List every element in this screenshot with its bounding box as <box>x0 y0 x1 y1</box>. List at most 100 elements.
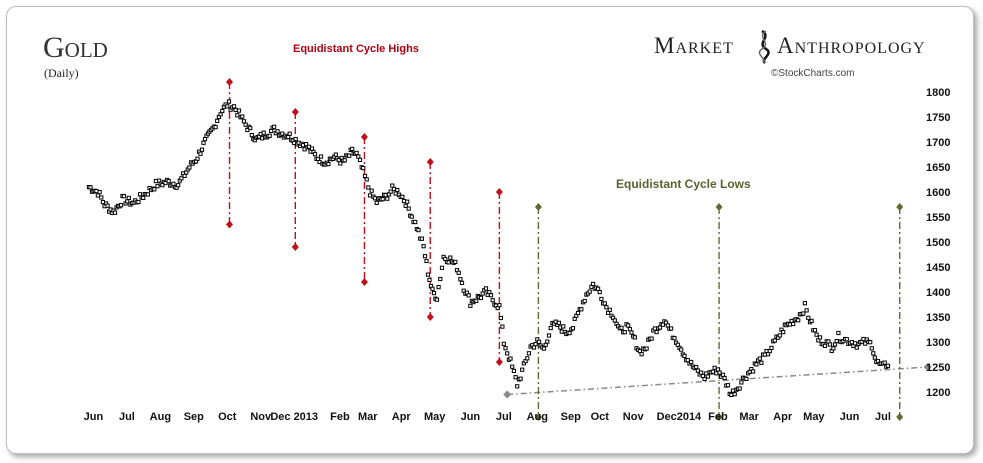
price-point <box>409 214 414 219</box>
x-tick-label: 2014 <box>677 411 702 423</box>
price-point <box>312 152 318 157</box>
price-point <box>817 335 823 340</box>
price-point <box>781 330 786 335</box>
price-point <box>498 315 503 321</box>
cycle-high-marker <box>426 313 434 321</box>
price-point <box>458 277 463 282</box>
price-point <box>525 356 530 361</box>
price-point <box>626 323 631 328</box>
price-point <box>195 156 200 161</box>
price-point <box>739 380 744 385</box>
x-tick-label: Aug <box>527 411 548 423</box>
price-point <box>556 320 561 325</box>
price-point <box>357 157 363 163</box>
price-point <box>198 151 203 156</box>
y-tick-label: 1500 <box>926 237 950 249</box>
price-point <box>362 173 368 179</box>
price-point <box>187 165 192 170</box>
chart-subtitle: (Daily) <box>44 66 79 80</box>
price-point <box>602 301 607 306</box>
price-point <box>501 341 506 346</box>
price-point <box>607 307 612 312</box>
price-point <box>682 353 687 358</box>
price-point <box>405 199 410 204</box>
price-point <box>155 184 160 189</box>
price-point <box>182 173 187 179</box>
price-point <box>105 203 110 208</box>
x-axis: Jun Jul Aug Sep Oct Nov Dec 2013 Feb Mar Apr May Ju… <box>84 411 891 423</box>
price-point <box>639 352 644 357</box>
price-point <box>488 293 494 298</box>
price-point <box>152 187 157 192</box>
x-tick-label: Dec <box>657 411 677 423</box>
price-point <box>548 325 553 331</box>
price-point <box>827 342 833 347</box>
price-point <box>431 291 437 296</box>
price-point <box>393 191 398 196</box>
price-point <box>882 360 887 365</box>
cycle-high-marker <box>360 133 368 141</box>
price-point <box>754 362 759 367</box>
price-point <box>171 181 176 186</box>
brand-logo: Market Anthropology ©StockCharts.com <box>654 29 925 79</box>
chart-frame: Gold (Daily) Market Anthropology ©StockC… <box>6 6 974 454</box>
price-point <box>652 326 657 331</box>
price-point <box>596 286 601 291</box>
price-point <box>714 371 719 376</box>
chart-title: Gold <box>43 31 108 64</box>
price-point <box>744 376 749 381</box>
trendline-endpoint <box>923 363 932 371</box>
price-point <box>261 130 266 135</box>
cycle-low-marker <box>534 413 542 421</box>
x-tick-label: Nov <box>250 411 272 423</box>
price-point <box>112 210 118 215</box>
price-point <box>622 330 627 335</box>
price-point <box>141 195 146 201</box>
price-point <box>869 346 874 351</box>
price-point <box>240 114 245 119</box>
price-point <box>318 154 324 159</box>
price-point <box>400 194 405 199</box>
price-point <box>406 206 411 211</box>
price-point <box>342 158 347 163</box>
cycle-low-marker <box>534 203 542 211</box>
price-point <box>831 346 836 351</box>
y-tick-label: 1800 <box>926 87 950 99</box>
price-point <box>390 183 395 188</box>
price-point <box>730 388 736 393</box>
price-point <box>220 108 225 114</box>
cycle-lines-layer <box>226 78 904 421</box>
price-point <box>644 346 649 351</box>
y-tick-label: 1450 <box>926 262 950 274</box>
price-point <box>649 336 654 341</box>
price-point <box>885 363 891 368</box>
price-point <box>689 359 694 365</box>
price-point <box>619 325 624 330</box>
price-point <box>236 108 242 113</box>
price-point <box>751 369 756 374</box>
price-point <box>213 125 218 130</box>
price-point <box>612 318 617 323</box>
cycle-high-marker <box>291 243 299 251</box>
price-point <box>531 345 537 350</box>
price-point <box>513 375 518 380</box>
price-point <box>391 186 397 192</box>
cycle-low-marker <box>715 413 723 421</box>
cycle-highs-label: Equidistant Cycle Highs <box>293 43 419 55</box>
price-point <box>762 352 767 357</box>
price-point <box>403 203 408 208</box>
price-point <box>267 133 272 138</box>
price-point <box>468 303 473 308</box>
price-point <box>834 339 839 344</box>
price-point <box>364 177 369 182</box>
x-tick-label: Apr <box>773 411 793 423</box>
price-point <box>705 374 710 379</box>
price-point <box>536 339 542 344</box>
price-point <box>241 119 247 124</box>
x-tick-label: May <box>424 411 446 423</box>
cycle-low-marker <box>896 413 904 421</box>
price-point <box>791 321 796 327</box>
price-point <box>809 318 814 323</box>
price-point <box>166 179 171 184</box>
price-point <box>480 291 485 296</box>
